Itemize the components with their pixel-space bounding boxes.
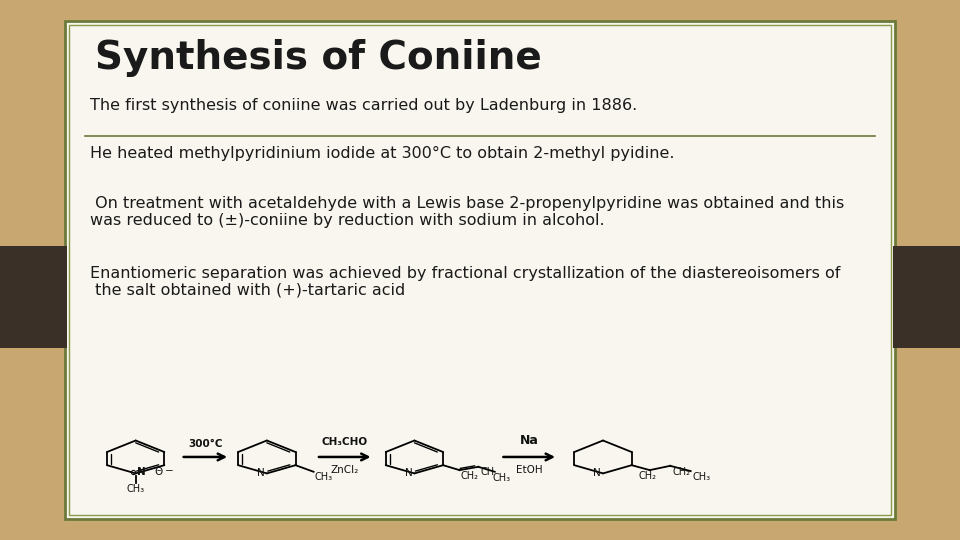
Text: EtOH: EtOH [516, 465, 542, 475]
Text: CH: CH [480, 468, 494, 477]
Text: N: N [592, 468, 601, 478]
Text: N: N [137, 468, 146, 477]
Text: N: N [257, 468, 265, 478]
Text: −: − [165, 466, 174, 476]
Text: Synthesis of Coniine: Synthesis of Coniine [95, 38, 542, 77]
Bar [69, 24, 891, 516]
Text: ZnCl₂: ZnCl₂ [330, 465, 359, 475]
Text: CH₃: CH₃ [127, 484, 145, 494]
Text: Θ: Θ [155, 468, 163, 477]
Text: CH₂: CH₂ [673, 467, 690, 477]
Bar [65, 21, 895, 519]
Text: CH₃: CH₃ [492, 472, 511, 483]
Text: N: N [405, 468, 413, 478]
Text: CH₃: CH₃ [314, 472, 332, 482]
Text: CH₃: CH₃ [692, 472, 710, 482]
Text: He heated methylpyridinium iodide at 300°C to obtain 2-methyl pyidine.: He heated methylpyridinium iodide at 300… [90, 145, 675, 160]
Text: Na: Na [519, 434, 539, 447]
Bar [0, 246, 67, 348]
Text: CH₃CHO: CH₃CHO [322, 437, 368, 447]
Bar [893, 246, 960, 348]
Text: Enantiomeric separation was achieved by fractional crystallization of the diaste: Enantiomeric separation was achieved by … [90, 266, 841, 298]
Text: CH₂: CH₂ [461, 471, 478, 481]
Text: CH₂: CH₂ [638, 471, 657, 481]
Text: 300°C: 300°C [188, 438, 223, 449]
Text: The first synthesis of coniine was carried out by Ladenburg in 1886.: The first synthesis of coniine was carri… [90, 98, 637, 112]
Text: On treatment with acetaldehyde with a Lewis base 2-propenylpyridine was obtained: On treatment with acetaldehyde with a Le… [90, 195, 845, 228]
